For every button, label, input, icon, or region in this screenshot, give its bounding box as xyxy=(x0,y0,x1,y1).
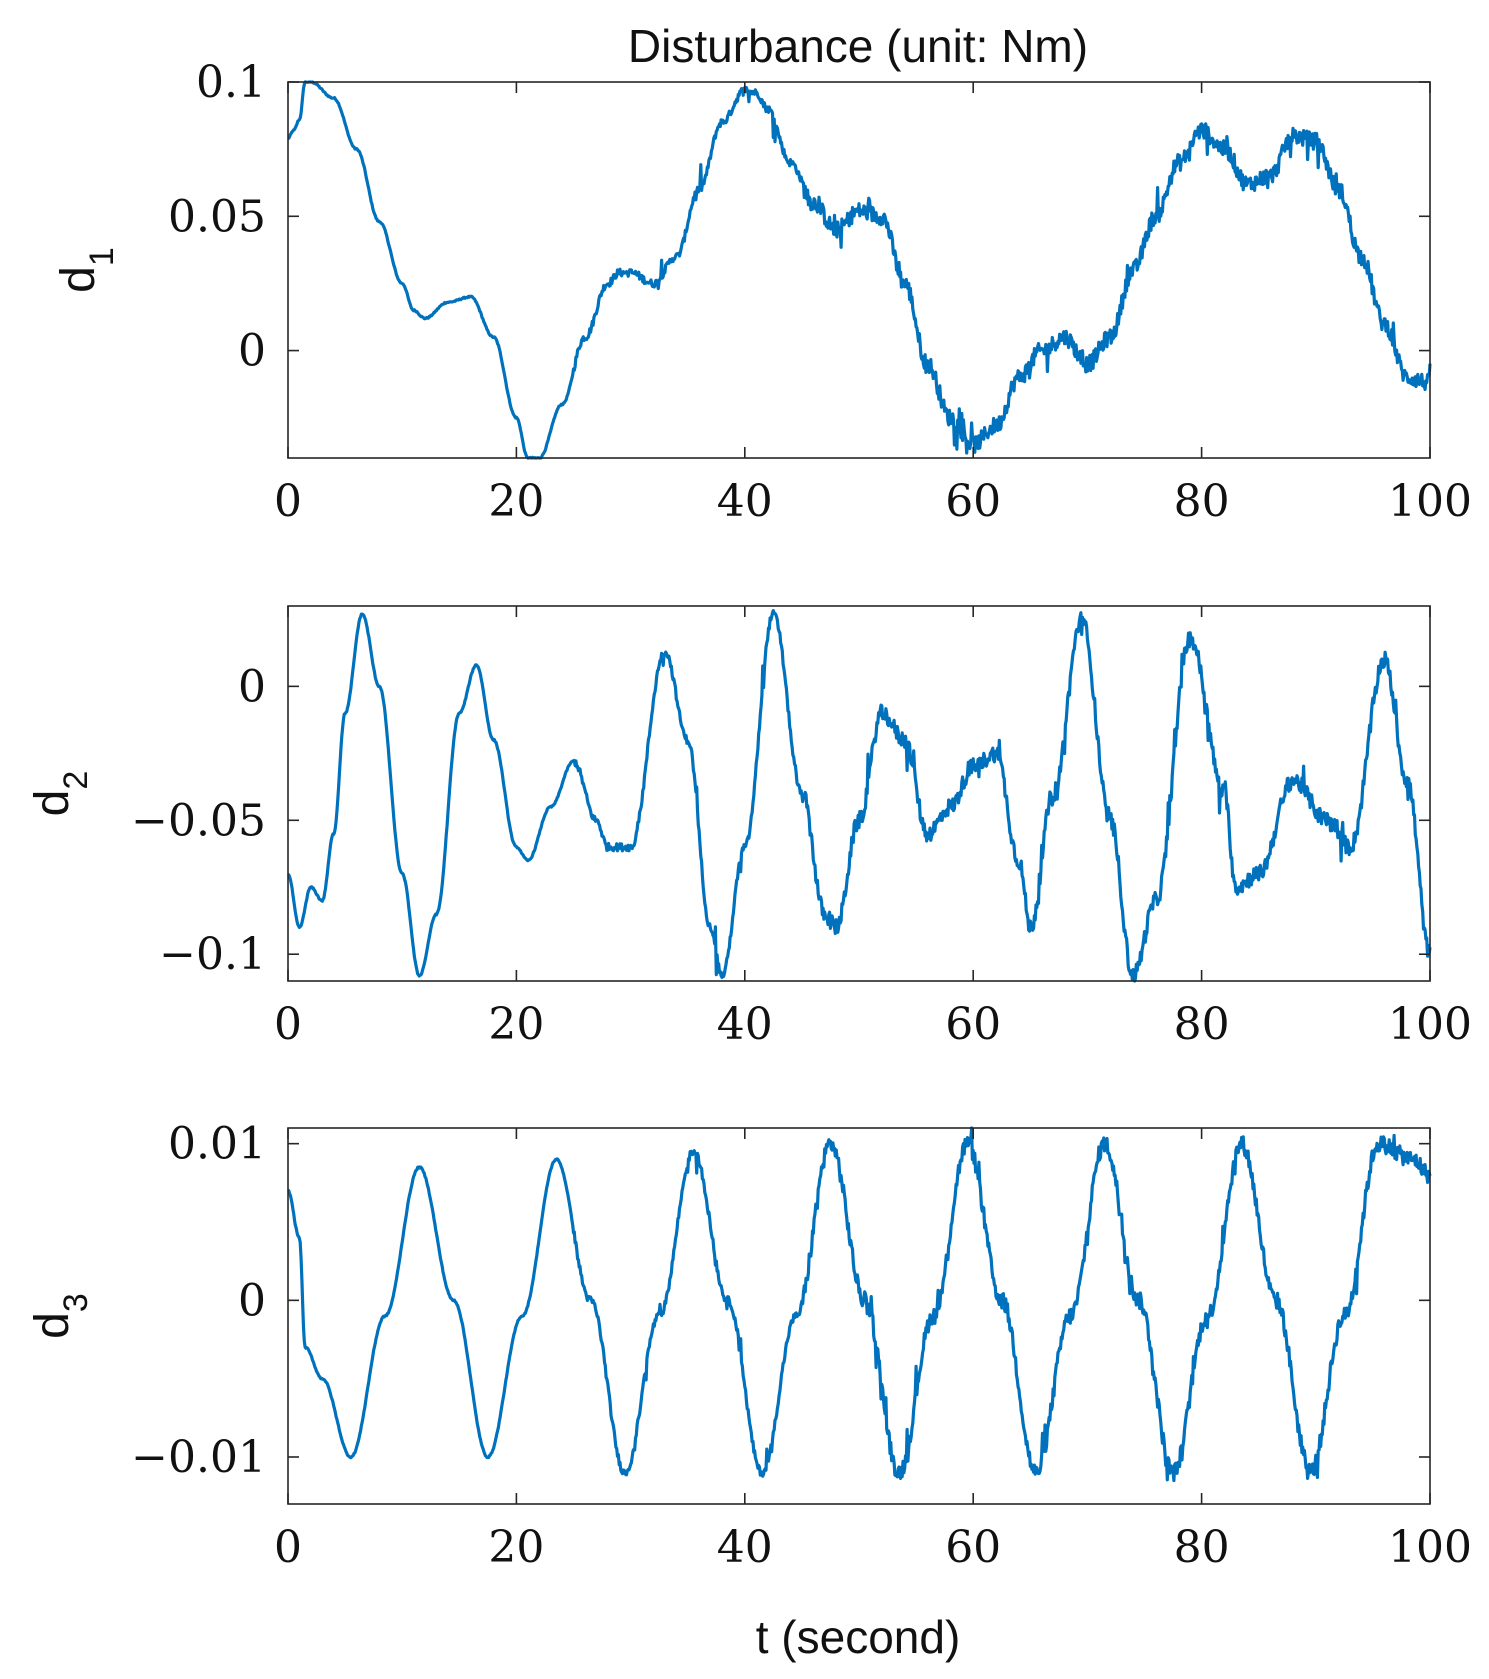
x-tick-label: 100 xyxy=(1388,1522,1472,1573)
axes-box xyxy=(287,1127,1431,1505)
y-tick-label: 0 xyxy=(238,661,266,712)
y-axis-label: d2 xyxy=(26,771,95,817)
x-tick-label: 0 xyxy=(274,476,302,527)
x-tick-label: 60 xyxy=(945,999,1001,1050)
x-tick-label: 100 xyxy=(1388,999,1472,1050)
y-axis-label-subscript: 1 xyxy=(83,247,121,266)
y-tick-label: 0.01 xyxy=(168,1119,266,1170)
x-axis-label: t (second) xyxy=(756,1611,961,1663)
x-tick-label: 40 xyxy=(717,476,773,527)
y-axis-label-subscript: 2 xyxy=(57,771,95,790)
subplot-d1: 0 20 40 60 80 100 0.1 0.05 0 d1 xyxy=(52,57,1472,527)
x-tick-label: 20 xyxy=(488,999,544,1050)
series-line xyxy=(286,609,1432,983)
x-tick-label: 0 xyxy=(274,999,302,1050)
x-tick-label: 0 xyxy=(274,1522,302,1573)
x-tick-label: 40 xyxy=(717,1522,773,1573)
y-tick-label: −0.01 xyxy=(131,1432,266,1483)
y-axis-label-base: d xyxy=(52,266,105,293)
y-tick-label: 0.1 xyxy=(196,57,266,108)
y-axis-label: d3 xyxy=(26,1293,95,1339)
y-axis-label-subscript: 3 xyxy=(57,1293,95,1312)
y-axis-label: d1 xyxy=(52,247,121,293)
axes-box xyxy=(287,81,1431,459)
x-tick-label: 20 xyxy=(488,476,544,527)
series-line xyxy=(287,1126,1432,1483)
y-tick-label: 0 xyxy=(238,326,266,377)
y-tick-label: 0.05 xyxy=(168,191,266,242)
x-tick-label: 100 xyxy=(1388,476,1472,527)
x-tick-label: 20 xyxy=(488,1522,544,1573)
x-tick-label: 80 xyxy=(1174,999,1230,1050)
x-tick-label: 80 xyxy=(1174,476,1230,527)
y-tick-label: 0 xyxy=(238,1275,266,1326)
x-tick-label: 60 xyxy=(945,476,1001,527)
y-axis-label-base: d xyxy=(26,790,79,817)
y-tick-label: −0.05 xyxy=(131,795,266,846)
x-tick-label: 80 xyxy=(1174,1522,1230,1573)
subplot-d2: 0 20 40 60 80 100 0 −0.05 −0.1 d2 xyxy=(26,605,1472,1050)
x-tick-label: 40 xyxy=(717,999,773,1050)
x-tick-label: 60 xyxy=(945,1522,1001,1573)
y-tick-label: −0.1 xyxy=(159,929,266,980)
figure-title: Disturbance (unit: Nm) xyxy=(628,20,1088,72)
axes-box xyxy=(287,605,1431,982)
series-line xyxy=(287,80,1432,460)
y-axis-label-base: d xyxy=(26,1312,79,1339)
